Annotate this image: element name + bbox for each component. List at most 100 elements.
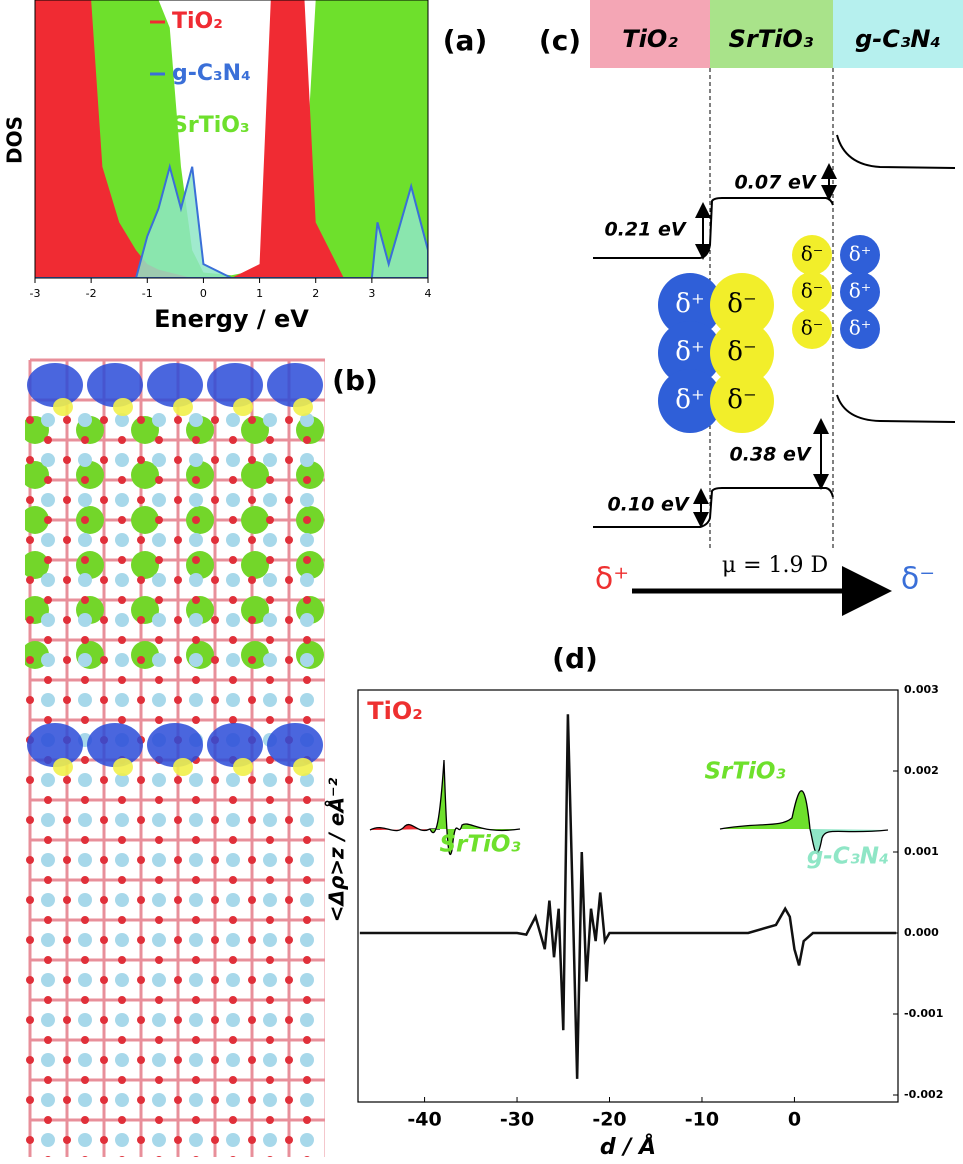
o-atom <box>285 1016 293 1024</box>
o-atom <box>118 1076 126 1084</box>
o-atom <box>174 416 182 424</box>
o-atom <box>174 496 182 504</box>
ti-atom <box>152 973 166 987</box>
o-atom <box>211 536 219 544</box>
o-atom <box>137 536 145 544</box>
o-atom <box>211 696 219 704</box>
x-tick-label: -3 <box>30 287 41 300</box>
sr-atom <box>131 596 159 624</box>
o-atom <box>229 956 237 964</box>
sr-atom <box>76 551 104 579</box>
ti-atom <box>300 893 314 907</box>
sr-atom <box>296 551 324 579</box>
ti-atom <box>300 1053 314 1067</box>
o-atom <box>174 1136 182 1144</box>
o-atom <box>45 1156 51 1157</box>
o-atom <box>26 816 34 824</box>
charge-cloud <box>173 398 193 416</box>
o-atom <box>248 816 256 824</box>
o-atom <box>63 1096 71 1104</box>
o-atom <box>266 1116 274 1124</box>
offset-label: 0.10 eV <box>607 494 689 516</box>
o-atom <box>266 996 274 1004</box>
charge-label: δ⁻ <box>801 279 824 303</box>
ti-atom <box>152 613 166 627</box>
o-atom <box>248 456 256 464</box>
charge-cloud <box>113 398 133 416</box>
x-tick-label: 0 <box>200 287 207 300</box>
ti-atom <box>78 573 92 587</box>
o-atom <box>26 416 34 424</box>
o-atom <box>248 896 256 904</box>
charge-cloud <box>233 398 253 416</box>
o-atom <box>285 896 293 904</box>
o-atom <box>248 416 256 424</box>
ti-atom <box>41 1013 55 1027</box>
o-atom <box>63 1136 71 1144</box>
dipole-label: μ = 1.9 D <box>722 553 828 578</box>
o-atom <box>248 1136 256 1144</box>
o-atom <box>266 876 274 884</box>
o-atom <box>26 696 34 704</box>
ti-atom <box>189 773 203 787</box>
o-atom <box>266 836 274 844</box>
sr-atom <box>241 641 269 669</box>
o-atom <box>211 896 219 904</box>
legend-label: TiO₂ <box>172 9 223 34</box>
sr-atom <box>241 416 269 444</box>
o-atom <box>266 956 274 964</box>
o-atom <box>192 716 200 724</box>
charge-label: δ⁻ <box>727 337 756 367</box>
ti-atom <box>152 813 166 827</box>
o-atom <box>118 916 126 924</box>
o-atom <box>118 1116 126 1124</box>
charge-cloud <box>267 363 323 407</box>
charge-label: δ⁻ <box>801 242 824 266</box>
o-atom <box>137 776 145 784</box>
o-atom <box>100 616 108 624</box>
ti-atom <box>263 853 277 867</box>
charge-cloud <box>53 758 73 776</box>
o-atom <box>192 996 200 1004</box>
o-atom <box>155 836 163 844</box>
ti-atom <box>78 613 92 627</box>
o-atom <box>63 456 71 464</box>
ti-atom <box>226 493 240 507</box>
o-atom <box>100 1016 108 1024</box>
ti-atom <box>263 893 277 907</box>
o-atom <box>248 536 256 544</box>
o-atom <box>155 1036 163 1044</box>
o-atom <box>63 496 71 504</box>
density-line <box>359 714 897 1079</box>
inset-label: SrTiO₃ <box>439 832 520 858</box>
ti-atom <box>152 1133 166 1147</box>
o-atom <box>26 616 34 624</box>
o-atom <box>155 1076 163 1084</box>
arrow-label: δ⁺ <box>595 562 629 597</box>
o-atom <box>44 876 52 884</box>
sr-atom <box>131 551 159 579</box>
o-atom <box>81 996 89 1004</box>
o-atom <box>229 676 237 684</box>
ti-atom <box>226 933 240 947</box>
o-atom <box>100 576 108 584</box>
charge-label: δ⁺ <box>849 316 872 340</box>
charge-cloud <box>147 363 203 407</box>
series-layer <box>35 0 428 278</box>
o-atom <box>26 456 34 464</box>
dos-chart: -3 -2 -1 0 1 2 3 4 Energy / eV DOS TiO₂ g-C₃N₄ SrTiO… <box>3 0 432 333</box>
o-atom <box>211 816 219 824</box>
o-atom <box>229 876 237 884</box>
ti-atom <box>189 1013 203 1027</box>
inset-label: TiO₂ <box>367 697 423 725</box>
o-atom <box>44 996 52 1004</box>
ti-atom <box>226 693 240 707</box>
ti-atom <box>226 573 240 587</box>
ti-atom <box>263 453 277 467</box>
o-atom <box>285 856 293 864</box>
o-atom <box>137 1016 145 1024</box>
o-atom <box>303 876 311 884</box>
o-atom <box>81 916 89 924</box>
o-atom <box>192 1036 200 1044</box>
